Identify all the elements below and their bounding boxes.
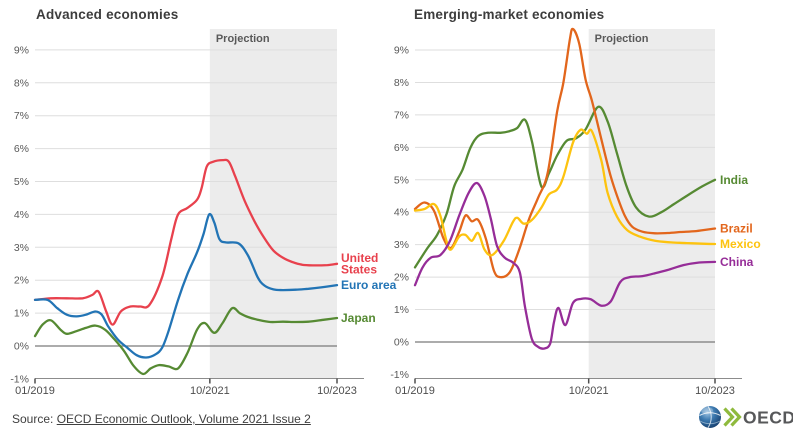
series-label: Brazil xyxy=(720,221,753,235)
y-tick-label: 3% xyxy=(394,239,409,251)
x-tick-label: 10/2023 xyxy=(317,385,357,397)
charts-plot-area: Projection 01/2019 10/2021 10/2023 9% 8% 7% 6% 5… xyxy=(10,27,761,397)
y-tick-label: 7% xyxy=(394,109,409,121)
y-tick-label: 8% xyxy=(394,77,409,89)
source-link[interactable]: OECD Economic Outlook, Volume 2021 Issue… xyxy=(56,412,311,426)
y-tick-label: 1% xyxy=(14,308,29,320)
y-tick-label: 2% xyxy=(14,275,29,287)
advanced-economies-title: Advanced economies xyxy=(36,7,179,22)
series-euro-area: Euro area xyxy=(33,212,397,359)
x-axis: 01/2019 10/2021 10/2023 xyxy=(395,378,742,397)
series-india: India xyxy=(413,105,748,269)
oecd-logo-text: OECD xyxy=(743,408,793,428)
y-tick-label: 3% xyxy=(14,242,29,254)
series-label: Mexico xyxy=(720,237,761,251)
projection-region: Projection xyxy=(588,29,715,379)
oecd-chevrons-icon xyxy=(723,407,742,427)
oecd-globe-icon xyxy=(699,405,721,429)
y-tick-label: 4% xyxy=(14,209,29,221)
x-tick-label: 01/2019 xyxy=(15,385,55,397)
y-tick-label: 5% xyxy=(14,176,29,188)
y-tick-label: 4% xyxy=(394,207,409,219)
gridlines xyxy=(415,49,715,343)
y-axis: 9% 8% 7% 6% 5% 4% 3% 2% 1% 0% -1% xyxy=(390,45,409,381)
y-tick-label: 6% xyxy=(394,142,409,154)
emerging-market-economies-chart: Projection 01/2019 10/2021 10/2023 9% 8% 7% 6% 5… xyxy=(390,27,761,397)
x-tick-label: 01/2019 xyxy=(395,385,435,397)
projection-label: Projection xyxy=(216,33,270,45)
y-tick-label: 5% xyxy=(394,174,409,186)
y-tick-label: 8% xyxy=(14,77,29,89)
series-japan: Japan xyxy=(33,306,376,376)
y-tick-label: 0% xyxy=(14,341,29,353)
y-tick-label: 9% xyxy=(14,44,29,56)
y-tick-label: 0% xyxy=(394,337,409,349)
emerging-market-economies-title: Emerging-market economies xyxy=(414,7,605,22)
series-label: Euro area xyxy=(341,278,397,292)
x-tick-label: 10/2021 xyxy=(569,385,609,397)
advanced-economies-chart: Projection 01/2019 10/2021 10/2023 9% 8% 7% 6% 5… xyxy=(10,29,397,397)
y-tick-label: 9% xyxy=(394,45,409,57)
series-label: China xyxy=(720,255,754,269)
series-label: India xyxy=(720,173,748,187)
y-tick-label: 6% xyxy=(14,143,29,155)
x-tick-label: 10/2023 xyxy=(695,385,735,397)
projection-label: Projection xyxy=(595,33,649,45)
source-line: Source: OECD Economic Outlook, Volume 20… xyxy=(12,412,311,426)
series-brazil: Brazil xyxy=(413,27,753,279)
series-label: Japan xyxy=(341,311,376,325)
y-tick-label: 1% xyxy=(394,304,409,316)
x-axis: 01/2019 10/2021 10/2023 xyxy=(15,378,364,397)
series-label: United xyxy=(341,251,378,265)
x-tick-label: 10/2021 xyxy=(190,385,230,397)
series-label: States xyxy=(341,262,377,276)
gridlines xyxy=(35,49,337,347)
source-label: Source: xyxy=(12,412,57,426)
y-tick-label: 7% xyxy=(14,110,29,122)
y-tick-label: 2% xyxy=(394,272,409,284)
series-china: China xyxy=(413,181,754,350)
series-mexico: Mexico xyxy=(413,128,761,257)
projection-region: Projection xyxy=(209,29,337,379)
y-axis: 9% 8% 7% 6% 5% 4% 3% 2% 1% 0% -1% xyxy=(10,44,29,385)
y-tick-label: -1% xyxy=(10,373,29,385)
oecd-logo: OECD xyxy=(699,405,793,429)
y-tick-label: -1% xyxy=(390,369,409,381)
